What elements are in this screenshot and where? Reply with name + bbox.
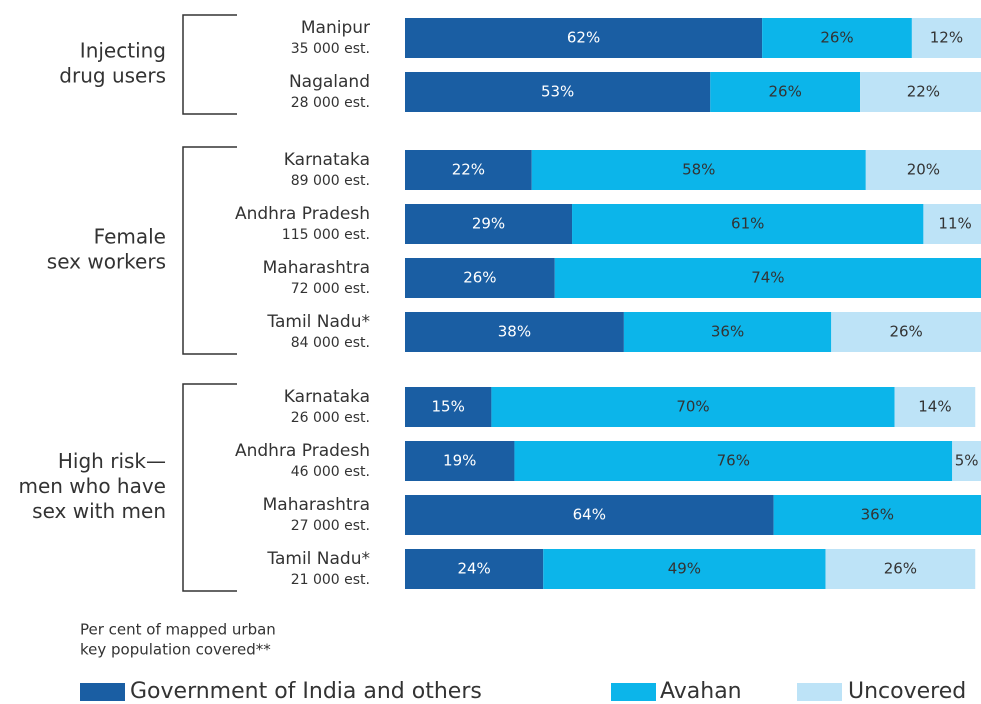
- estimate-label: 72 000 est.: [291, 281, 370, 297]
- bar-segment: [773, 495, 981, 535]
- estimate-label: 35 000 est.: [291, 41, 370, 57]
- value-label: 62%: [567, 29, 600, 47]
- bracket: [182, 383, 237, 592]
- value-label: 24%: [457, 560, 490, 578]
- bar-segment: [623, 312, 832, 352]
- bar-segment: [894, 387, 976, 427]
- bar-segment: [405, 150, 532, 190]
- estimate-label: 27 000 est.: [291, 518, 370, 534]
- group-label: sex with men: [32, 499, 166, 523]
- bar-segment: [865, 150, 981, 190]
- category-label: Andhra Pradesh: [235, 204, 370, 224]
- value-label: 22%: [907, 83, 940, 101]
- value-label: 15%: [432, 398, 465, 416]
- bar-segment: [762, 18, 912, 58]
- bar-segment: [405, 72, 711, 112]
- bar-segment: [405, 549, 544, 589]
- value-label: 38%: [498, 323, 531, 341]
- group-label: drug users: [59, 64, 166, 88]
- bar-segment: [911, 18, 981, 58]
- value-label: 26%: [884, 560, 917, 578]
- category-label: Nagaland: [289, 72, 370, 92]
- bar-segment: [405, 495, 774, 535]
- bar-segment: [405, 258, 555, 298]
- value-label: 49%: [668, 560, 701, 578]
- legend-label: Government of India and others: [130, 679, 482, 704]
- note: Per cent of mapped urban: [80, 621, 276, 639]
- category-label: Karnataka: [284, 387, 370, 407]
- legend-swatch: [611, 683, 656, 701]
- bar-segment: [405, 204, 573, 244]
- category-label: Maharashtra: [263, 258, 370, 278]
- bar-segment: [952, 441, 981, 481]
- group-label: Female: [94, 225, 166, 249]
- bar-segment: [491, 387, 895, 427]
- bar-segment: [923, 204, 981, 244]
- note: key population covered**: [80, 641, 271, 659]
- value-label: 64%: [573, 506, 606, 524]
- value-label: 29%: [472, 215, 505, 233]
- group-label: sex workers: [47, 250, 166, 274]
- estimate-label: 89 000 est.: [291, 173, 370, 189]
- value-label: 19%: [443, 452, 476, 470]
- group-label: men who have: [18, 474, 166, 498]
- bar-segment: [572, 204, 924, 244]
- category-label: Andhra Pradesh: [235, 441, 370, 461]
- value-label: 58%: [682, 161, 715, 179]
- estimate-label: 46 000 est.: [291, 464, 370, 480]
- value-label: 12%: [930, 29, 963, 47]
- category-label: Manipur: [301, 18, 370, 38]
- value-label: 5%: [955, 452, 979, 470]
- bar-segment: [825, 549, 976, 589]
- group-label: High risk—: [58, 449, 166, 473]
- legend-swatch: [797, 683, 842, 701]
- bar-segment: [860, 72, 981, 112]
- value-label: 26%: [463, 269, 496, 287]
- value-label: 26%: [889, 323, 922, 341]
- bar-segment: [554, 258, 981, 298]
- bar-segment: [405, 18, 763, 58]
- category-label: Maharashtra: [263, 495, 370, 515]
- group-label: Injecting: [80, 39, 166, 63]
- value-label: 22%: [452, 161, 485, 179]
- legend-label: Avahan: [660, 679, 742, 704]
- legend-label: Uncovered: [848, 679, 966, 704]
- category-label: Tamil Nadu*: [266, 312, 370, 332]
- bar-segment: [531, 150, 866, 190]
- bracket: [182, 14, 237, 115]
- value-label: 20%: [907, 161, 940, 179]
- bracket: [182, 146, 237, 355]
- value-label: 36%: [861, 506, 894, 524]
- bar-segment: [543, 549, 826, 589]
- value-label: 26%: [768, 83, 801, 101]
- bar-segment: [710, 72, 861, 112]
- estimate-label: 28 000 est.: [291, 95, 370, 111]
- value-label: 36%: [711, 323, 744, 341]
- legend-swatch: [80, 683, 125, 701]
- estimate-label: 26 000 est.: [291, 410, 370, 426]
- bar-segment: [514, 441, 953, 481]
- bar-segment: [831, 312, 981, 352]
- estimate-label: 84 000 est.: [291, 335, 370, 351]
- category-label: Tamil Nadu*: [266, 549, 370, 569]
- bar-segment: [405, 441, 515, 481]
- bar-segment: [405, 387, 492, 427]
- value-label: 61%: [731, 215, 764, 233]
- value-label: 76%: [717, 452, 750, 470]
- estimate-label: 21 000 est.: [291, 572, 370, 588]
- category-label: Karnataka: [284, 150, 370, 170]
- value-label: 70%: [676, 398, 709, 416]
- value-label: 74%: [751, 269, 784, 287]
- value-label: 14%: [918, 398, 951, 416]
- value-label: 11%: [938, 215, 971, 233]
- value-label: 53%: [541, 83, 574, 101]
- value-label: 26%: [820, 29, 853, 47]
- estimate-label: 115 000 est.: [282, 227, 370, 243]
- bar-segment: [405, 312, 624, 352]
